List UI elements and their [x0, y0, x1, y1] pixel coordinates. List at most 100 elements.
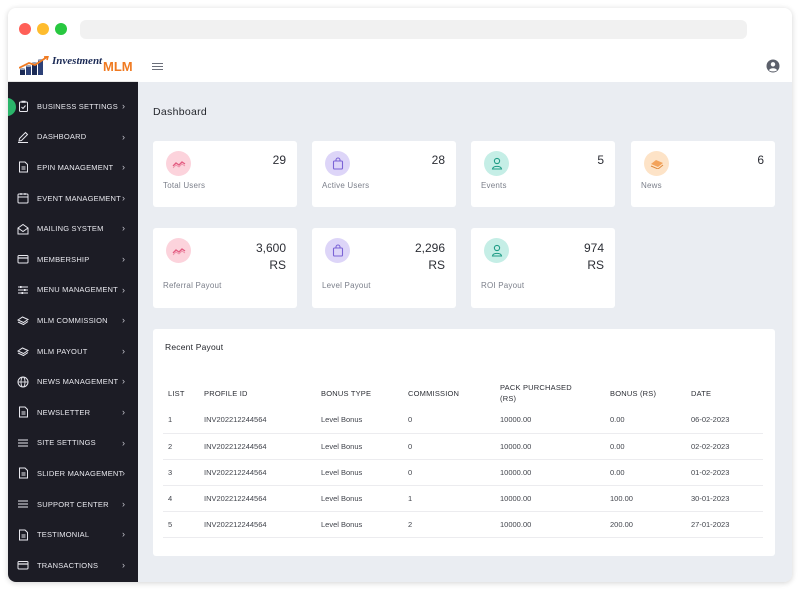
- stat-card-level-payout[interactable]: 2,296 RS Level Payout: [312, 228, 456, 308]
- menu-toggle-icon[interactable]: [152, 62, 164, 71]
- sidebar-item-label: EPIN MANAGEMENT: [37, 162, 114, 172]
- table-cell: 0.00: [605, 459, 686, 487]
- table-row: 3 INV202212244564 Level Bonus 0 10000.00 0.00…: [163, 459, 763, 487]
- payout-amount: 3,600: [255, 241, 286, 255]
- sidebar-item-epin-management[interactable]: EPIN MANAGEMENT ›: [8, 152, 138, 183]
- money-icon: [644, 151, 669, 176]
- bag-icon: [325, 151, 350, 176]
- stat-label: Active Users: [322, 181, 370, 190]
- recent-payout-table: LIST PROFILE ID BONUS TYPE COMMISSION PA…: [163, 379, 763, 539]
- table-cell: 10000.00: [495, 485, 605, 513]
- stat-value: 28: [431, 153, 445, 167]
- column-header: COMMISSION: [408, 388, 460, 398]
- sidebar-item-mailing-system[interactable]: MAILING SYSTEM ›: [8, 213, 138, 244]
- chevron-right-icon: ›: [122, 101, 125, 111]
- maximize-window-button[interactable]: [55, 23, 67, 35]
- clipboard-icon: [17, 100, 29, 113]
- stat-card-total-users[interactable]: 29 Total Users: [153, 141, 297, 207]
- table-cell: INV202212244564: [199, 433, 316, 460]
- stat-value: 6: [757, 153, 764, 167]
- stat-card-news[interactable]: 6 News: [631, 141, 775, 207]
- list-icon: [17, 437, 29, 449]
- sliders-icon: [17, 284, 29, 296]
- stat-card-referral-payout[interactable]: 3,600 RS Referral Payout: [153, 228, 297, 308]
- document-icon: [17, 406, 29, 418]
- trend-icon: [166, 151, 191, 176]
- browser-window: Investment MLM BUSINESS SETTINGS › DASHBOA…: [8, 8, 792, 582]
- stat-label: Total Users: [163, 181, 206, 190]
- table-cell: 06-02-2023: [686, 407, 763, 434]
- money-icon: [17, 314, 29, 326]
- table-cell: Level Bonus: [316, 511, 403, 539]
- stat-value: 974 RS: [584, 240, 604, 274]
- trend-icon: [166, 238, 191, 263]
- sidebar-item-support-center[interactable]: SUPPORT CENTER ›: [8, 489, 138, 520]
- table-cell: 5: [163, 511, 199, 539]
- stat-value: 29: [272, 153, 286, 167]
- address-bar[interactable]: [80, 20, 747, 39]
- chevron-right-icon: ›: [122, 223, 125, 234]
- list-icon: [17, 498, 29, 510]
- coins-logo-icon: [19, 56, 49, 75]
- chevron-right-icon: ›: [122, 284, 125, 295]
- column-header: PACK PURCHASED (RS): [500, 383, 572, 403]
- stat-card-active-users[interactable]: 28 Active Users: [312, 141, 456, 207]
- sidebar-item-menu-management[interactable]: MENU MANAGEMENT ›: [8, 275, 138, 306]
- sidebar-item-event-management[interactable]: EVENT MANAGEMENT ›: [8, 183, 138, 214]
- sidebar-item-label: SUPPORT CENTER: [37, 499, 109, 509]
- person-icon: [484, 238, 509, 263]
- money-icon: [17, 345, 29, 357]
- chevron-right-icon: ›: [122, 498, 125, 509]
- stat-value: 5: [597, 153, 604, 167]
- table-row: 1 INV202212244564 Level Bonus 0 10000.00 0.00…: [163, 407, 763, 434]
- sidebar-item-business-settings[interactable]: BUSINESS SETTINGS ›: [8, 91, 138, 122]
- payout-amount: 2,296: [414, 241, 445, 255]
- sidebar-item-news-management[interactable]: NEWS MANAGEMENT ›: [8, 366, 138, 397]
- stat-card-roi-payout[interactable]: 974 RS ROI Payout: [471, 228, 615, 308]
- sidebar-item-label: MEMBERSHIP: [37, 254, 90, 264]
- sidebar-item-transactions[interactable]: TRANSACTIONS ›: [8, 550, 138, 581]
- sidebar-item-label: MLM COMMISSION: [37, 315, 108, 325]
- chevron-right-icon: ›: [122, 253, 125, 264]
- sidebar-item-label: MENU MANAGEMENT: [37, 285, 118, 295]
- table-cell: 01-02-2023: [686, 459, 763, 487]
- minimize-window-button[interactable]: [37, 23, 49, 35]
- table-cell: 0: [403, 407, 495, 434]
- sidebar-item-newsletter[interactable]: NEWSLETTER ›: [8, 397, 138, 428]
- sidebar-item-mlm-payout[interactable]: MLM PAYOUT ›: [8, 336, 138, 367]
- stat-label: News: [641, 181, 662, 190]
- sidebar-item-testimonial[interactable]: TESTIMONIAL ›: [8, 519, 138, 550]
- table-cell: Level Bonus: [316, 407, 403, 434]
- card-icon: [17, 559, 29, 571]
- mail-open-icon: [17, 223, 29, 235]
- stat-label: Events: [481, 181, 507, 190]
- table-cell: 2: [403, 511, 495, 539]
- table-header-row: LIST PROFILE ID BONUS TYPE COMMISSION PA…: [163, 379, 763, 407]
- stat-card-events[interactable]: 5 Events: [471, 141, 615, 207]
- stat-label: Referral Payout: [163, 281, 222, 290]
- globe-icon: [17, 376, 29, 388]
- table-cell: 10000.00: [495, 459, 605, 487]
- person-icon: [484, 151, 509, 176]
- sidebar-item-mlm-commission[interactable]: MLM COMMISSION ›: [8, 305, 138, 336]
- table-cell: INV202212244564: [199, 407, 316, 434]
- sidebar-item-site-settings[interactable]: SITE SETTINGS ›: [8, 428, 138, 459]
- column-header: DATE: [691, 388, 712, 398]
- sidebar-item-label: TESTIMONIAL: [37, 530, 90, 540]
- table-cell: 1: [163, 407, 199, 434]
- document-icon: [17, 467, 29, 479]
- sidebar-toggle-tab[interactable]: [8, 98, 16, 116]
- sidebar-item-slider-management[interactable]: SLIDER MANAGEMENT ›: [8, 458, 138, 489]
- user-account-icon[interactable]: [766, 59, 780, 73]
- logo-text: Investment: [52, 55, 103, 67]
- table-cell: INV202212244564: [199, 511, 316, 539]
- column-header: BONUS (RS): [610, 388, 657, 398]
- table-cell: 10000.00: [495, 407, 605, 434]
- stat-value: 2,296 RS: [415, 240, 445, 274]
- sidebar-item-label: DASHBOARD: [37, 132, 87, 142]
- sidebar-item-dashboard[interactable]: DASHBOARD ›: [8, 122, 138, 153]
- sidebar-item-membership[interactable]: MEMBERSHIP ›: [8, 244, 138, 275]
- chevron-right-icon: ›: [122, 437, 125, 448]
- close-window-button[interactable]: [19, 23, 31, 35]
- logo[interactable]: Investment MLM: [8, 51, 138, 82]
